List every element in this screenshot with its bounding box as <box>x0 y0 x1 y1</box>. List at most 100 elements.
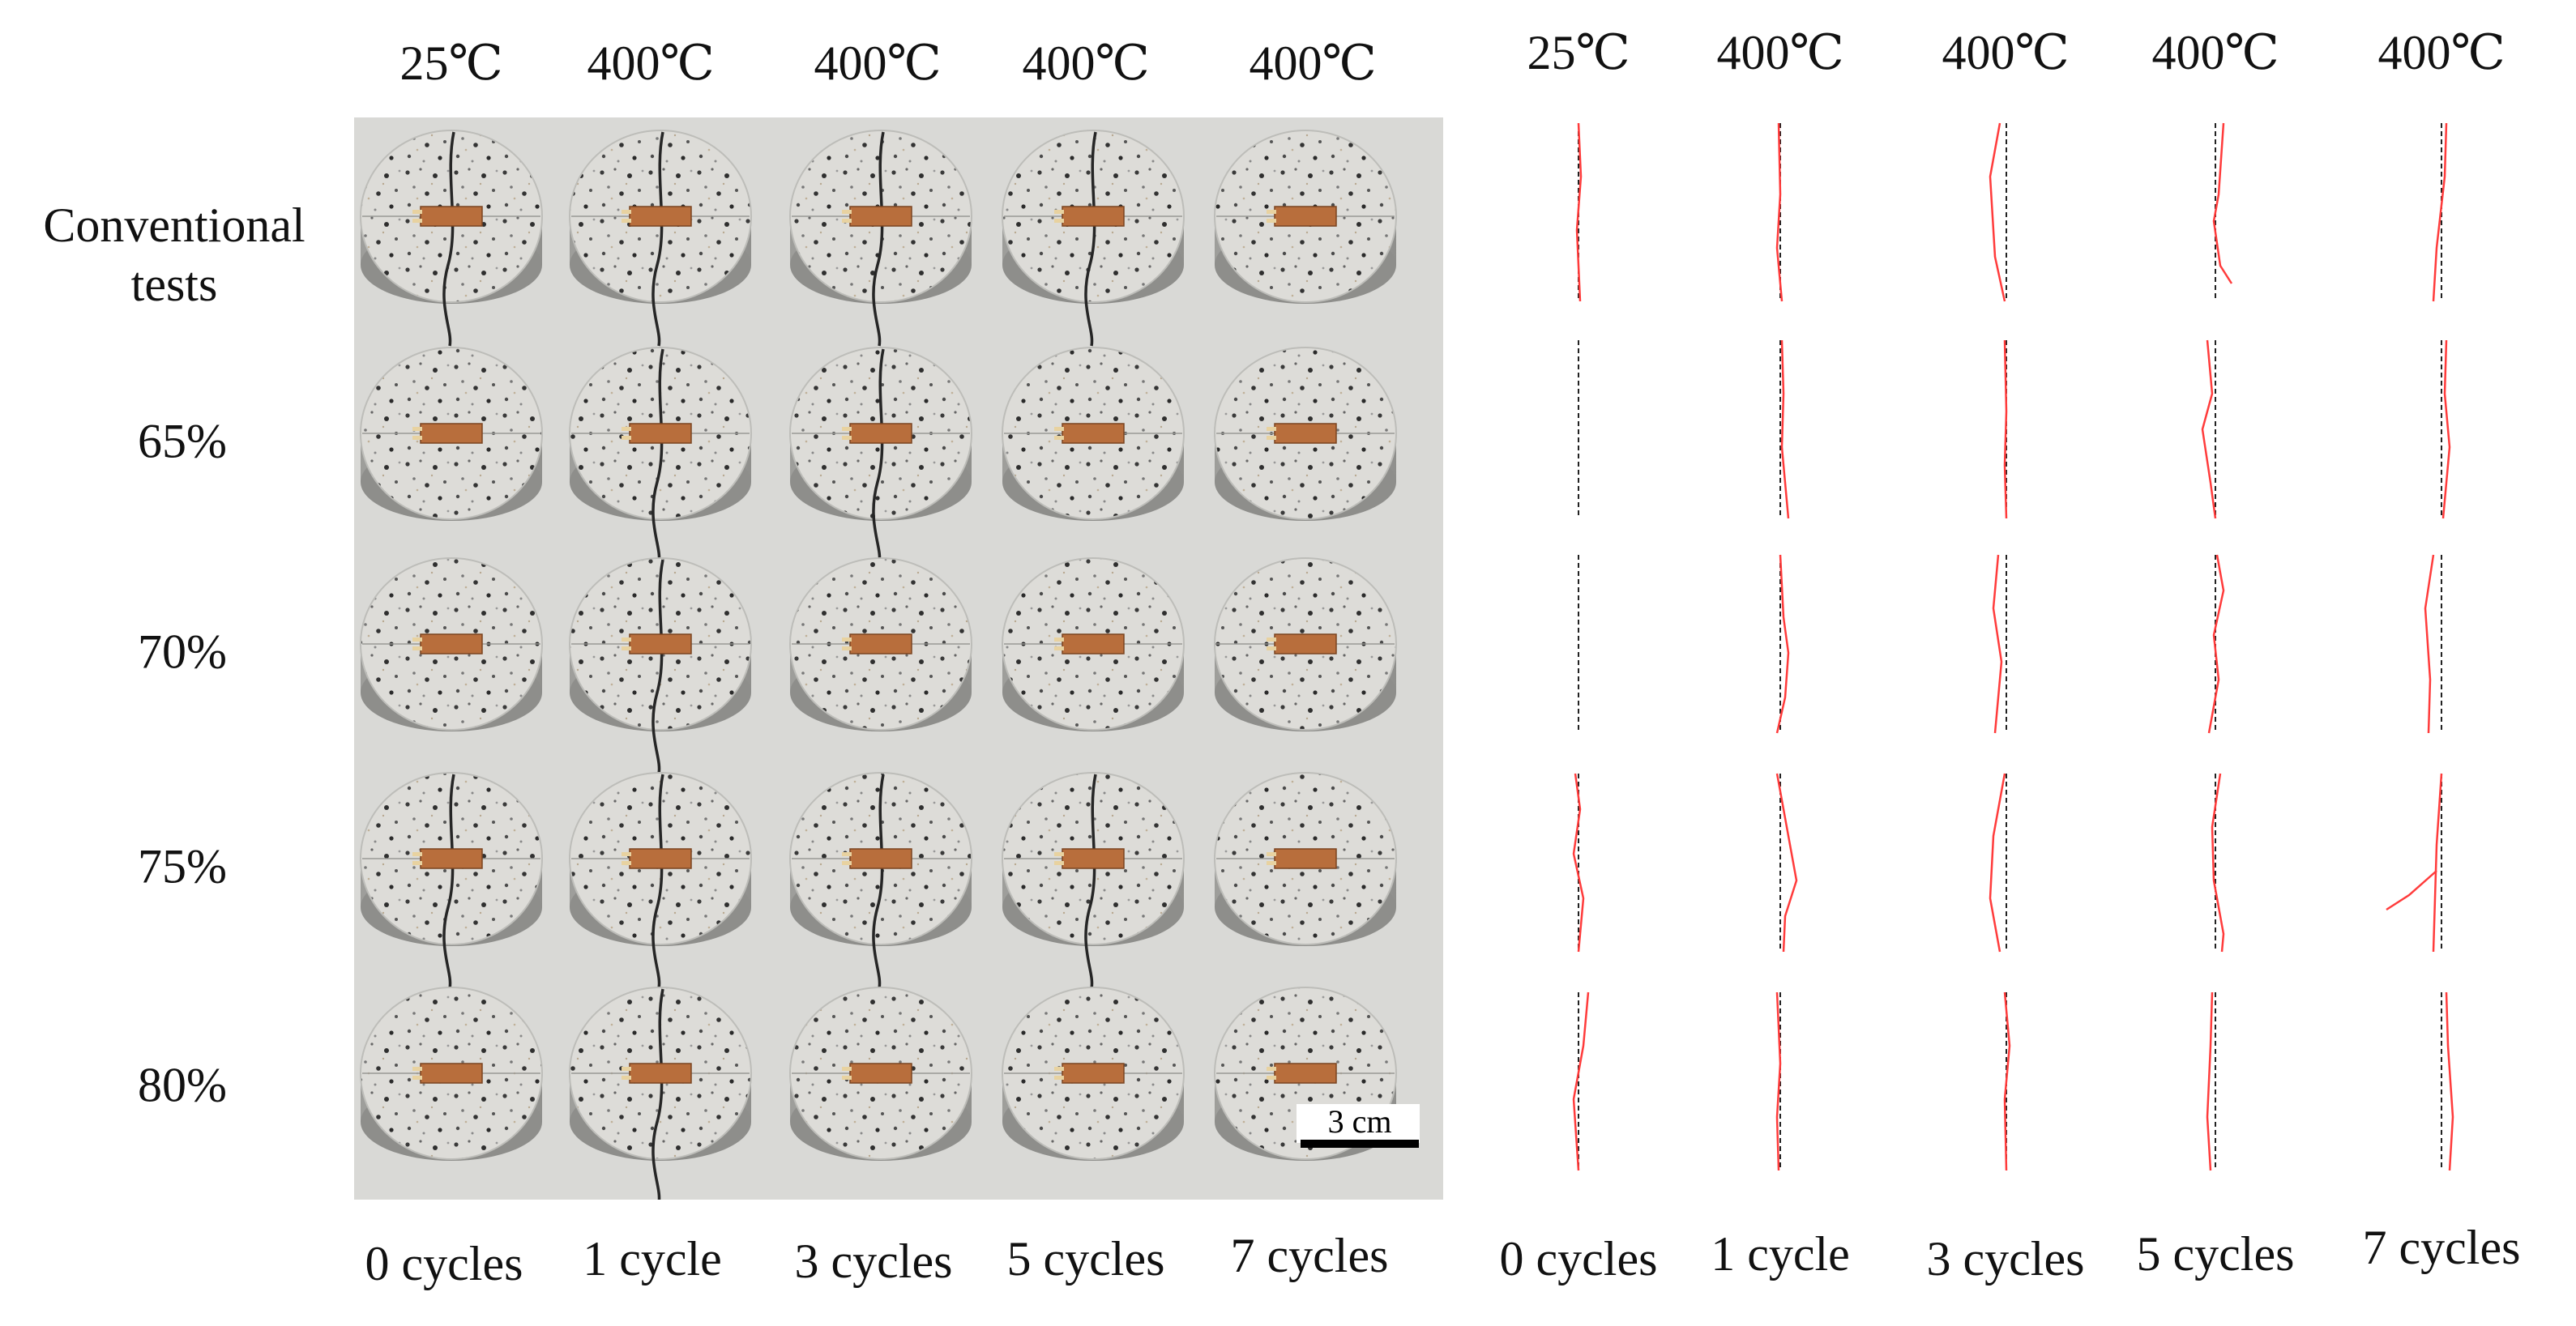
gauge-lead <box>1267 637 1276 642</box>
crack-trace <box>2206 991 2214 1171</box>
gauge-lead <box>412 219 422 223</box>
specimen-3-3 <box>789 557 972 731</box>
gauge-lead <box>1054 436 1064 440</box>
crack-line <box>442 131 455 347</box>
gauge-lead <box>1267 436 1276 440</box>
gauge-lead <box>412 637 422 642</box>
gauge-lead <box>842 646 852 650</box>
gauge-lead <box>622 852 631 856</box>
row-label-75: 75% <box>138 839 227 893</box>
crack-trace <box>1572 773 1585 953</box>
gauge-lead <box>1267 427 1276 431</box>
crack-line <box>651 774 664 989</box>
gauge-lead <box>1054 219 1064 223</box>
trace-2-4 <box>2201 339 2217 519</box>
trace-col-cycles-4: 5 cycles <box>2136 1227 2295 1281</box>
strain-gauge <box>420 206 483 227</box>
crack-trace <box>2003 339 2008 519</box>
strain-gauge <box>1274 206 1337 227</box>
specimen-4-3 <box>789 772 972 989</box>
specimen-3-1 <box>360 557 543 731</box>
gauge-lead <box>1267 646 1276 650</box>
row-label-65: 65% <box>138 414 227 468</box>
specimen-5-3 <box>789 987 972 1161</box>
gauge-lead <box>622 427 631 431</box>
specimen-1-5 <box>1214 130 1397 304</box>
crack-trace <box>1775 122 1784 302</box>
strain-gauge <box>849 1063 912 1084</box>
crack-trace <box>1780 339 1790 519</box>
crack-trace <box>2441 339 2451 519</box>
crack-trace <box>1992 554 2003 734</box>
trace-col-temp-4: 400℃ <box>2151 26 2279 79</box>
gauge-lead <box>1054 861 1064 865</box>
crack-trace <box>2211 773 2225 953</box>
specimen-5-4 <box>1002 987 1185 1161</box>
gauge-lead <box>1054 637 1064 642</box>
crack-line <box>651 348 664 564</box>
crack-trace <box>2432 773 2443 953</box>
strain-gauge <box>420 848 483 869</box>
photo-col-temp-3: 400℃ <box>814 36 942 90</box>
strain-gauge <box>629 633 692 654</box>
strain-gauge <box>629 1063 692 1084</box>
gauge-lead <box>412 852 422 856</box>
photo-col-temp-1: 25℃ <box>399 36 503 90</box>
crack-branch <box>2386 870 2437 911</box>
specimen-1-2 <box>569 130 752 347</box>
gauge-lead <box>622 210 631 214</box>
crack-trace <box>1775 773 1798 953</box>
strain-gauge <box>849 848 912 869</box>
trace-3-3 <box>1992 554 2007 734</box>
trace-col-cycles-2: 1 cycle <box>1711 1227 1850 1281</box>
trace-4-4 <box>2211 773 2225 953</box>
strain-gauge <box>1062 206 1125 227</box>
gauge-lead <box>842 852 852 856</box>
trace-5-4 <box>2206 991 2216 1171</box>
specimen-4-4 <box>1002 772 1185 989</box>
row-label-80: 80% <box>138 1058 227 1112</box>
crack-trace <box>1775 554 1790 734</box>
photo-col-cycles-4: 5 cycles <box>1006 1232 1165 1285</box>
photo-col-temp-2: 400℃ <box>587 36 715 90</box>
trace-col-temp-5: 400℃ <box>2377 26 2506 79</box>
specimen-photo-panel: 3 cm <box>354 117 1443 1200</box>
gauge-lead <box>842 210 852 214</box>
scale-bar: 3 cm <box>1297 1103 1420 1148</box>
trace-1-1 <box>1575 122 1583 302</box>
gauge-lead <box>622 436 631 440</box>
strain-gauge <box>1274 633 1337 654</box>
specimen-1-1 <box>360 130 543 347</box>
crack-trace <box>1575 122 1583 302</box>
gauge-lead <box>1054 852 1064 856</box>
gauge-lead <box>622 1067 631 1071</box>
trace-2-3 <box>2003 339 2008 519</box>
crack-trace <box>2212 122 2233 284</box>
trace-col-cycles-5: 7 cycles <box>2362 1221 2521 1274</box>
gauge-lead <box>1267 1076 1276 1080</box>
row-label-70: 70% <box>138 625 227 679</box>
crack-trace <box>1572 991 1590 1171</box>
row-label-conventional: Conventional tests <box>43 198 305 311</box>
trace-4-5 <box>2386 773 2443 953</box>
strain-gauge <box>1062 423 1125 444</box>
strain-gauge <box>1274 423 1337 444</box>
trace-col-cycles-3: 3 cycles <box>1926 1232 2085 1285</box>
strain-gauge <box>629 206 692 227</box>
gauge-lead <box>622 637 631 642</box>
trace-4-3 <box>1989 773 2007 953</box>
gauge-lead <box>1267 861 1276 865</box>
gauge-lead <box>622 1076 631 1080</box>
gauge-lead <box>1054 210 1064 214</box>
crack-line <box>651 988 664 1200</box>
photo-col-cycles-3: 3 cycles <box>794 1234 953 1288</box>
specimen-2-5 <box>1214 347 1397 521</box>
crack-trace <box>2207 554 2225 734</box>
trace-4-2 <box>1775 773 1798 953</box>
crack-trace <box>2424 554 2435 734</box>
gauge-lead <box>842 427 852 431</box>
gauge-lead <box>1054 1067 1064 1071</box>
gauge-lead <box>842 861 852 865</box>
trace-1-2 <box>1775 122 1784 302</box>
photo-col-temp-4: 400℃ <box>1022 36 1150 90</box>
